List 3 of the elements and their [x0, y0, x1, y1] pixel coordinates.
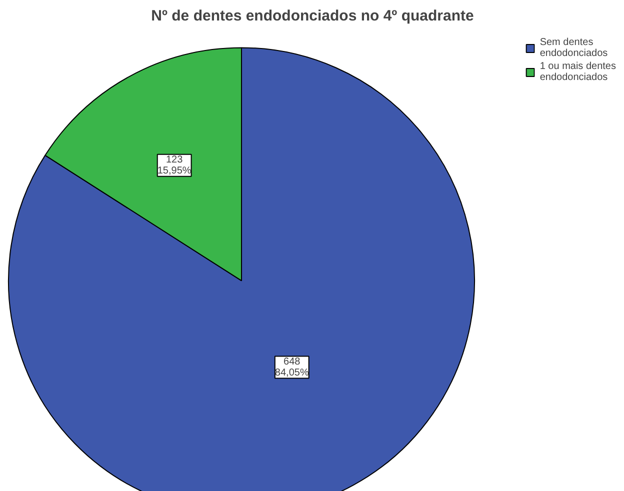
chart-title: Nº de dentes endodonciados no 4º quadrante — [151, 8, 474, 24]
legend-label: Sem dentes endodonciados — [540, 37, 608, 59]
legend-label: 1 ou mais dentes endodonciados — [540, 61, 616, 83]
